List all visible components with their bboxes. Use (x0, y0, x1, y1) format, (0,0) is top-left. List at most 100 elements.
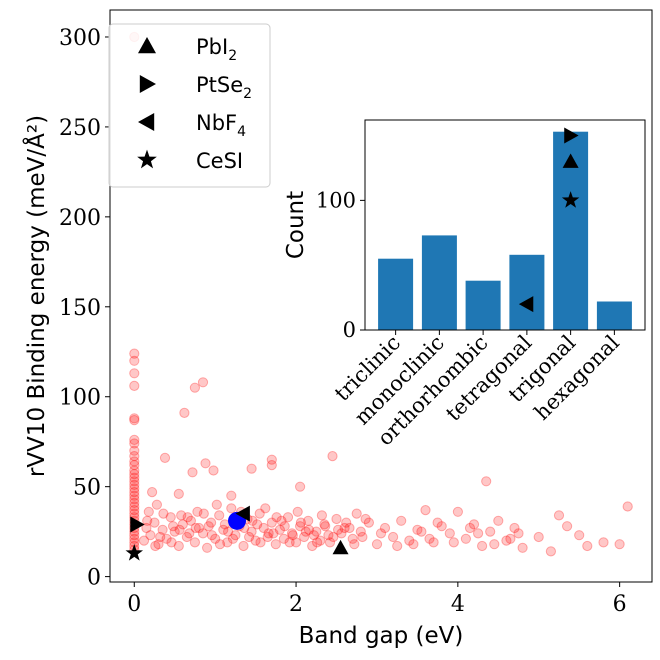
scatter-point (412, 524, 423, 535)
scatter-point (276, 515, 287, 526)
scatter-point (129, 476, 140, 487)
scatter-point (355, 526, 366, 537)
scatter-point (436, 521, 447, 532)
scatter-point (129, 451, 140, 462)
scatter-point (311, 526, 322, 537)
scatter-point (295, 521, 306, 532)
scatter-point (227, 533, 239, 544)
scatter-point (129, 434, 140, 445)
scatter-point (485, 526, 496, 537)
inset-y-axis-label: Count (283, 191, 309, 259)
scatter-point (473, 528, 484, 539)
scatter-point (291, 537, 302, 548)
legend-label-subscript: 2 (228, 48, 237, 64)
scatter-point (553, 510, 565, 521)
scatter-point (363, 517, 374, 528)
scatter-point (292, 506, 303, 517)
y-tick-label: 200 (59, 206, 101, 231)
scatter-point (416, 526, 427, 537)
scatter-point (165, 512, 176, 523)
scatter-point (187, 467, 198, 478)
y-tick-label: 100 (59, 386, 101, 411)
scatter-point (396, 515, 407, 526)
scatter-point (300, 526, 311, 537)
scatter-point (513, 528, 524, 539)
scatter-point (266, 517, 277, 528)
legend-label-base: PtSe (196, 73, 243, 97)
scatter-point (174, 524, 185, 535)
scatter-point (448, 537, 459, 548)
scatter-point (392, 540, 403, 552)
scatter-point (151, 499, 162, 510)
scatter-point (129, 413, 140, 424)
scatter-point (349, 539, 360, 550)
scatter-point (129, 348, 140, 359)
scatter-point (145, 530, 156, 541)
scatter-point (428, 537, 439, 548)
scatter-point (168, 521, 179, 532)
inset-frame (364, 119, 646, 331)
scatter-point (218, 524, 229, 535)
scatter-point (153, 539, 164, 550)
scatter-point (357, 531, 368, 543)
scatter-point (210, 533, 221, 544)
scatter-point (155, 531, 166, 543)
scatter-point (286, 528, 298, 539)
scatter-point (323, 530, 334, 541)
scatter-point (333, 524, 344, 535)
scatter-point (263, 528, 274, 539)
scatter-point (270, 539, 281, 550)
scatter-point (489, 539, 500, 550)
scatter-point (307, 540, 318, 552)
scatter-point (303, 515, 314, 526)
scatter-point (299, 531, 310, 543)
scatter-point (424, 533, 435, 544)
scatter-point (129, 483, 140, 494)
y-tick-label: 50 (73, 476, 101, 501)
scatter-point (278, 533, 289, 544)
scatter-point (238, 540, 249, 552)
scatter-point (138, 535, 150, 546)
scatter-point (214, 510, 225, 521)
legend-box (108, 23, 271, 188)
x-tick-label: 4 (451, 592, 465, 617)
scatter-point (129, 472, 140, 483)
scatter-point (336, 528, 347, 539)
scatter-point (129, 505, 140, 516)
scatter-point (182, 512, 193, 523)
scatter-point (444, 528, 455, 539)
scatter-point (258, 522, 269, 534)
scatter-point (150, 540, 161, 552)
scatter-point (477, 540, 488, 552)
y-axis-label: rVV10 Binding energy (meV/Å²) (22, 115, 50, 477)
triangle-left-inset-marker (518, 296, 534, 313)
scatter-point (129, 415, 140, 426)
scatter-point (279, 521, 290, 532)
main-plot-frame (109, 9, 653, 583)
x-tick-label: 2 (289, 592, 303, 617)
legend-label-base: NbF (196, 111, 237, 135)
bar-orthorhombic (465, 280, 501, 330)
scatter-point (129, 530, 140, 541)
scatter-point (129, 438, 140, 449)
scatter-point (200, 458, 211, 469)
triangle-up-inset-marker (562, 153, 579, 168)
scatter-point (141, 522, 152, 534)
scatter-point (223, 526, 234, 537)
scatter-point (533, 531, 544, 543)
scatter-point (206, 530, 217, 541)
scatter-point (614, 539, 625, 550)
triangle-right-inset-marker (564, 127, 579, 144)
scatter-point (214, 539, 226, 550)
star-marker (125, 544, 144, 561)
scatter-point (341, 517, 352, 528)
scatter-point (129, 465, 140, 476)
scatter-point (452, 506, 463, 517)
scatter-point (468, 519, 480, 530)
scatter-point (157, 524, 168, 535)
scatter-point (266, 454, 277, 465)
special-points (125, 505, 349, 561)
scatter-point (129, 355, 140, 366)
scatter-point (598, 537, 609, 548)
